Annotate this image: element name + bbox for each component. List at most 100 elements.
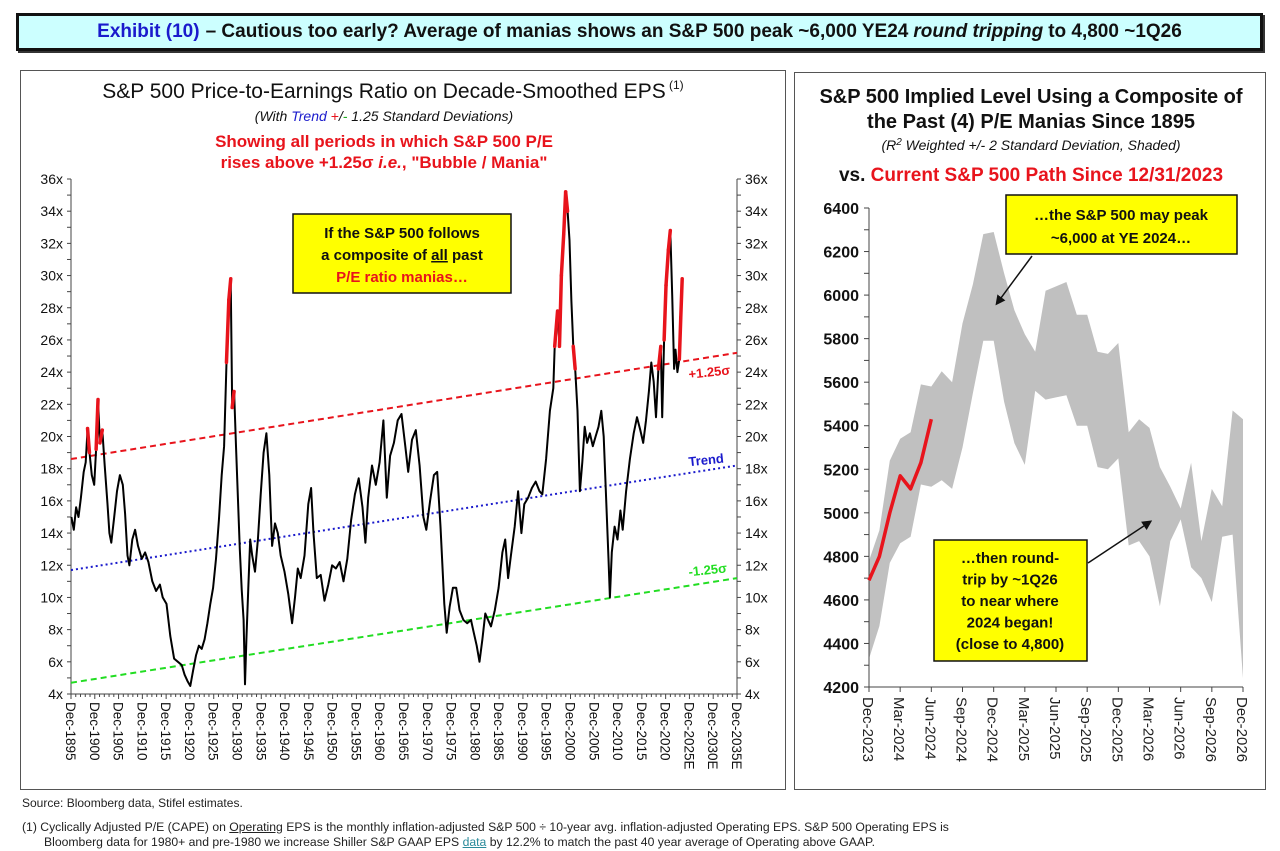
annotation-box	[292, 213, 512, 294]
y-tick-label-right: 18x	[745, 461, 768, 477]
subtitle-part: (R	[881, 137, 896, 153]
y-tick-label-right: 30x	[745, 268, 768, 284]
x-tick-label: Dec-2010	[610, 702, 625, 761]
x-tick-label: Dec-1945	[301, 702, 316, 761]
annotation-peak-arrow	[995, 255, 1033, 306]
x-tick-label: Dec-2025E	[681, 702, 696, 770]
x-tick-label: Dec-1910	[134, 702, 149, 761]
x-tick-label: Dec-1935	[253, 702, 268, 761]
x-tick-label: Dec-1995	[539, 702, 554, 761]
implied-level-chart-panel: S&P 500 Implied Level Using a Composite …	[794, 72, 1266, 790]
chart-subtitle2: vs. Current S&P 500 Path Since 12/31/202…	[839, 165, 1223, 186]
subtitle-part: (With	[255, 108, 291, 124]
y-tick-label-left: 36x	[40, 171, 63, 187]
x-tick-label: Dec-1985	[491, 702, 506, 761]
implied-level-chart: S&P 500 Implied Level Using a Composite …	[819, 86, 1250, 762]
footnote-underline: Operating	[229, 820, 283, 834]
annotation-roundtrip-arrow	[1087, 520, 1153, 564]
x-tick-label: Dec-2035E	[729, 702, 744, 770]
pe-mania-segment	[664, 248, 671, 287]
pe-mania-segment	[85, 426, 92, 455]
x-tick-label: Sep-2025	[1077, 697, 1094, 762]
x-tick-label: Dec-2005	[586, 702, 601, 761]
y-tick-label-left: 32x	[40, 235, 63, 251]
x-tick-label: Dec-2026	[1233, 697, 1250, 762]
pe-chart-panel: S&P 500 Price-to-Earnings Ratio on Decad…	[20, 70, 786, 790]
y-tick-label-right: 8x	[745, 622, 760, 638]
y-tick-label: 4800	[823, 549, 859, 566]
y-tick-label-right: 22x	[745, 396, 768, 412]
y-tick-label-right: 26x	[745, 332, 768, 348]
x-tick-label: Dec-1990	[515, 702, 530, 761]
y-tick-label: 4200	[823, 680, 859, 697]
x-tick-label: Dec-1940	[277, 702, 292, 761]
y-tick-label: 5800	[823, 332, 859, 349]
pe-series-line	[70, 190, 684, 687]
pe-mania-segment	[559, 231, 566, 278]
annotation-roundtrip-line: trip by ~1Q26	[962, 572, 1057, 589]
banner-text-a: – Cautious too early? Average of manias …	[205, 21, 909, 42]
subtitle-part: +	[331, 108, 339, 124]
pe-mania-segment	[552, 309, 560, 349]
x-tick-label: Dec-2024	[984, 697, 1001, 762]
x-tick-label: Dec-1970	[420, 702, 435, 761]
footnote-line2: Bloomberg data for 1980+ and pre-1980 we…	[22, 835, 1262, 850]
x-tick-label: Dec-1975	[444, 702, 459, 761]
data-link[interactable]: data	[462, 835, 487, 849]
subtitle-part: 2	[895, 137, 902, 148]
subtitle-part: Trend	[291, 108, 328, 124]
mania-subtitle-line1: Showing all periods in which S&P 500 P/E	[215, 132, 553, 151]
annotation-part: all	[431, 247, 448, 264]
y-tick-label-right: 20x	[745, 429, 768, 445]
y-tick-label-left: 8x	[48, 622, 63, 638]
chart-title-line2: the Past (4) P/E Manias Since 1895	[867, 111, 1195, 133]
pe-mania-segment	[230, 389, 236, 410]
title-superscript: (1)	[669, 78, 684, 92]
y-tick-label: 5000	[823, 506, 859, 523]
chart-subtitle: (With Trend +/- 1.25 Standard Deviations…	[255, 108, 513, 124]
x-tick-label: Dec-2030E	[705, 702, 720, 770]
y-tick-label-left: 34x	[40, 203, 63, 219]
footnote-mid: EPS is the monthly inflation-adjusted S&…	[286, 820, 949, 834]
chart-title: S&P 500 Price-to-Earnings Ratio on Decad…	[102, 80, 665, 103]
pe-mania-segment	[677, 315, 683, 361]
trend-label: Trend	[688, 451, 725, 470]
y-tick-label: 6200	[823, 245, 859, 262]
minus-sigma-label: -1.25σ	[688, 560, 728, 579]
x-tick-label: Dec-2023	[859, 697, 876, 762]
x-tick-label: Jun-2024	[921, 697, 938, 760]
reference-line-trend	[70, 464, 738, 572]
subtitle-part: /	[338, 108, 345, 124]
annotation-line2: a composite of all past	[321, 247, 483, 264]
y-tick-label-left: 26x	[40, 332, 63, 348]
subtitle-part: Weighted +/- 2 Standard Deviation, Shade…	[902, 137, 1181, 153]
annotation-roundtrip-line: to near where	[961, 593, 1059, 610]
y-tick-label-left: 20x	[40, 429, 63, 445]
x-tick-label: Dec-1965	[396, 702, 411, 761]
pe-mania-segment	[662, 283, 668, 342]
subtitle-part: 1.25 Standard Deviations)	[347, 108, 513, 124]
x-tick-label: Dec-1915	[158, 702, 173, 761]
x-tick-label: Sep-2026	[1202, 697, 1219, 762]
x-tick-label: Dec-1925	[206, 702, 221, 761]
subtitle2-part: Current S&P 500 Path Since 12/31/2023	[871, 165, 1223, 186]
y-tick-label-right: 24x	[745, 364, 768, 380]
composite-band	[869, 232, 1243, 679]
x-tick-label: Dec-2020	[658, 702, 673, 761]
y-tick-label: 6400	[823, 201, 859, 218]
y-tick-label-right: 16x	[745, 493, 768, 509]
y-tick-label: 5600	[823, 375, 859, 392]
mania-subtitle-line2: rises above +1.25σ i.e., "Bubble / Mania…	[221, 153, 548, 172]
x-tick-label: Dec-1960	[372, 702, 387, 761]
x-tick-label: Dec-2015	[634, 702, 649, 761]
x-tick-label: Dec-1900	[87, 702, 102, 761]
y-tick-label-right: 14x	[745, 525, 768, 541]
y-tick-label: 4400	[823, 636, 859, 653]
mania-subtitle-part: i.e.	[378, 153, 402, 172]
subtitle-part: -	[343, 108, 348, 124]
annotation-roundtrip-line: (close to 4,800)	[956, 636, 1064, 653]
y-tick-label-left: 12x	[40, 557, 63, 573]
y-tick-label-left: 10x	[40, 589, 63, 605]
y-tick-label-left: 4x	[48, 686, 63, 702]
x-tick-label: Jun-2026	[1171, 697, 1188, 760]
